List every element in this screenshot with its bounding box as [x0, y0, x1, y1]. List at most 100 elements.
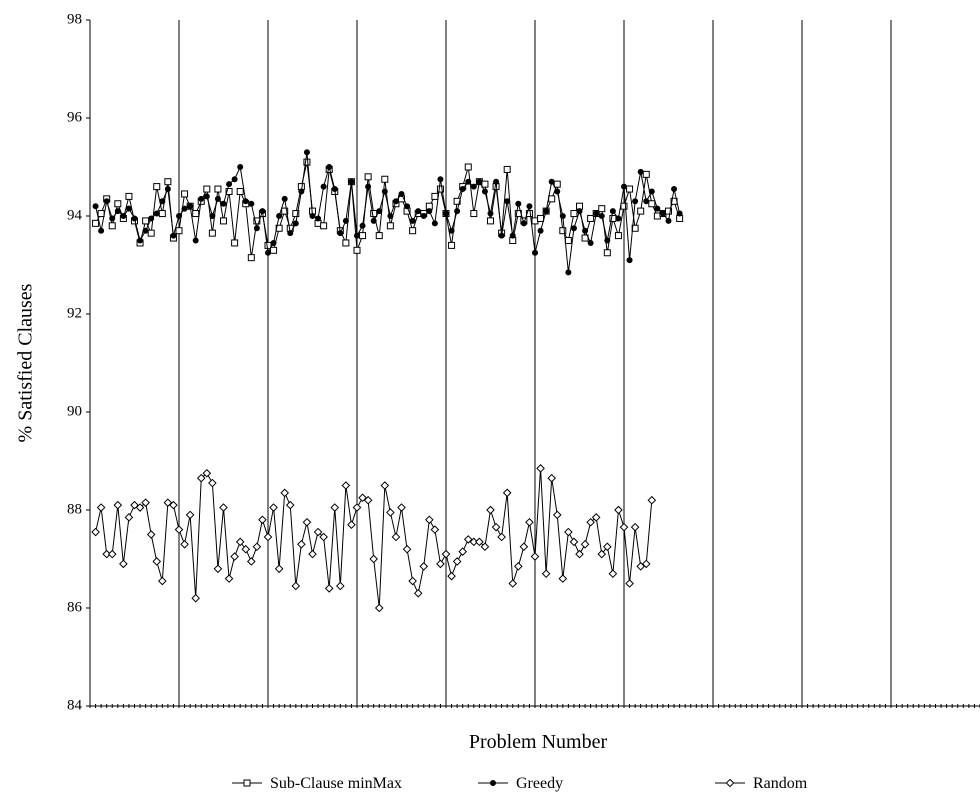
- series-1: [92, 149, 683, 276]
- series-2-point-71: [486, 505, 495, 515]
- series-1-point-99: [643, 198, 650, 205]
- series-1-point-46: [348, 178, 355, 185]
- series-2-point-11: [152, 557, 162, 566]
- x-axis-title: Problem Number: [469, 731, 608, 753]
- series-1-point-11: [153, 210, 160, 217]
- series-0-point-57: [409, 227, 417, 235]
- series-2-point-88: [580, 539, 590, 549]
- series-2-point-52: [380, 481, 390, 490]
- legend-marker-2: [725, 778, 735, 788]
- series-0-point-49: [364, 173, 372, 181]
- series-1-point-104: [671, 186, 678, 193]
- series-2-point-23: [219, 503, 228, 512]
- series-2-point-38: [302, 517, 312, 527]
- series-2-point-85: [564, 527, 573, 537]
- series-1-point-75: [509, 232, 516, 239]
- series-1-point-50: [370, 217, 377, 224]
- series-1-point-103: [665, 217, 672, 224]
- series-0-point-12: [158, 210, 166, 218]
- series-2-point-65: [452, 557, 462, 566]
- legend-label-2: Random: [753, 775, 808, 792]
- series-1-point-24: [226, 181, 233, 188]
- legend-entry-2: Random: [715, 775, 808, 792]
- series-0-point-98: [637, 207, 645, 215]
- series-1-point-77: [520, 220, 527, 227]
- series-1-point-71: [487, 210, 494, 217]
- series-0-point-80: [537, 214, 545, 222]
- series-1-point-17: [187, 203, 194, 210]
- series-1-point-41: [320, 183, 327, 190]
- series-1-point-48: [359, 222, 366, 229]
- series-2-point-1: [96, 503, 106, 512]
- series-0-point-38: [303, 158, 311, 166]
- series-2-point-15: [174, 525, 184, 534]
- series-2-point-59: [419, 562, 429, 571]
- series-2-point-12: [158, 576, 167, 586]
- y-tick-label-88: 88: [67, 501, 82, 517]
- series-2-point-32: [269, 503, 278, 512]
- series-0-point-0: [92, 219, 100, 227]
- series-1-point-79: [532, 249, 539, 256]
- y-tick-label-92: 92: [67, 305, 82, 321]
- series-1-point-4: [114, 208, 121, 215]
- series-2-point-80: [536, 464, 545, 473]
- series-0-point-9: [142, 217, 150, 225]
- series-1-point-21: [209, 212, 216, 219]
- series-2-point-90: [591, 513, 601, 522]
- series-2-point-29: [252, 542, 262, 552]
- series-2-point-68: [469, 537, 479, 547]
- series-2-point-70: [480, 542, 490, 552]
- series-2-point-46: [347, 520, 356, 530]
- series-2-point-77: [519, 542, 529, 552]
- series-0-point-11: [153, 183, 161, 191]
- series-1-point-59: [420, 212, 427, 219]
- series-0-point-100: [648, 200, 656, 208]
- series-1-point-1: [98, 227, 105, 234]
- series-1-point-14: [170, 232, 177, 239]
- series-1-point-16: [181, 205, 188, 212]
- series-2-point-53: [386, 508, 395, 517]
- series-0-point-31: [264, 241, 272, 249]
- series-2-point-51: [374, 603, 384, 613]
- series-2-point-60: [425, 515, 434, 525]
- series-2-point-79: [530, 552, 540, 561]
- series-0-point-6: [125, 192, 133, 200]
- series-1-point-22: [214, 195, 221, 202]
- series-2-point-83: [552, 510, 562, 520]
- series-0-point-34: [281, 207, 289, 215]
- series-1-point-53: [387, 212, 394, 219]
- series-2-point-86: [569, 537, 579, 547]
- series-1-point-49: [365, 183, 372, 190]
- y-axis-ticks: 84 86 88 90 92 94 96 98: [67, 11, 90, 713]
- series-2-point-63: [441, 549, 451, 559]
- series-1-point-94: [615, 215, 622, 222]
- series-2-point-61: [430, 525, 440, 534]
- series-1-point-58: [415, 208, 422, 215]
- series-2-point-0: [91, 527, 100, 537]
- series-1-point-72: [493, 178, 500, 185]
- series-1-point-60: [426, 208, 433, 215]
- legend: Sub-Clause minMax Greedy Random: [232, 775, 808, 792]
- series-0-point-3: [108, 222, 116, 230]
- series-0-point-78: [525, 210, 533, 218]
- series-0-point-21: [208, 229, 216, 237]
- series-2-point-95: [619, 522, 629, 532]
- y-tick-label-98: 98: [67, 11, 82, 27]
- series-1-point-43: [331, 186, 338, 193]
- series-0-point-16: [181, 190, 189, 198]
- y-tick-label-84: 84: [67, 697, 83, 713]
- series-2-point-94: [614, 505, 623, 515]
- series-1-point-39: [309, 212, 316, 219]
- series-2-point-84: [558, 574, 568, 583]
- series-0-point-83: [553, 180, 561, 188]
- series-2-point-74: [502, 488, 512, 498]
- series-0-point-96: [626, 185, 634, 193]
- series-0-point-26: [236, 188, 244, 195]
- series-2-point-27: [241, 544, 251, 554]
- series-1-point-73: [498, 232, 505, 239]
- series-1-point-51: [376, 208, 383, 215]
- series-0-point-91: [598, 205, 606, 213]
- series-1-point-37: [298, 188, 305, 195]
- series-1-point-95: [621, 183, 628, 190]
